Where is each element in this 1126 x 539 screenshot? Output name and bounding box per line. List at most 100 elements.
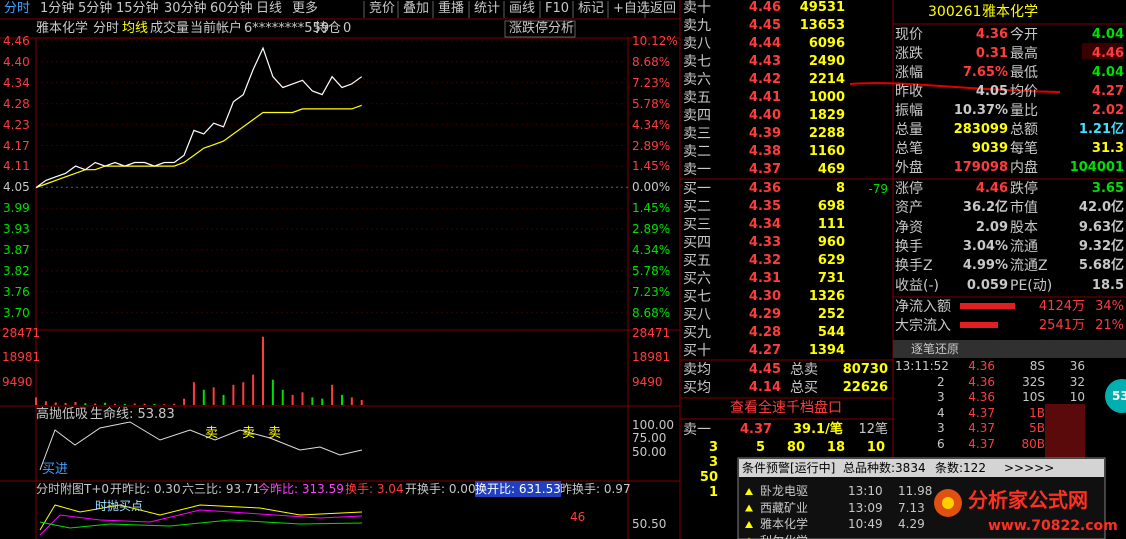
label: 卖一 bbox=[683, 422, 711, 438]
tick-cell: 4 bbox=[937, 405, 945, 420]
flow-bar bbox=[960, 303, 1015, 309]
alert-cell[interactable]: 利尔化学 bbox=[760, 533, 808, 539]
toolbar-button[interactable]: 竞价 bbox=[369, 1, 396, 16]
popup-total: 总品种数:3834 bbox=[843, 461, 926, 475]
label: 内盘 bbox=[1010, 160, 1038, 176]
toolbar-button[interactable]: F10 bbox=[545, 1, 570, 16]
bid-price: 4.31 bbox=[748, 271, 781, 286]
tick-cell: 10 bbox=[1069, 390, 1085, 404]
volume-bar bbox=[104, 402, 107, 405]
ask-label: 卖七 bbox=[683, 54, 711, 70]
tab[interactable]: 60分钟 bbox=[210, 1, 253, 16]
bid-volume: 731 bbox=[817, 271, 845, 286]
percent-axis-label: 8.68% bbox=[632, 305, 671, 320]
ask-volume: 1000 bbox=[808, 90, 845, 105]
label: 283099 bbox=[953, 122, 1008, 137]
tick-cell: 2 bbox=[937, 374, 945, 389]
ask-volume: 2490 bbox=[808, 54, 845, 69]
volume-bar bbox=[252, 374, 255, 405]
bid-price: 4.30 bbox=[748, 289, 781, 304]
info-tab[interactable]: 成交量 bbox=[150, 21, 190, 36]
info-tab[interactable]: 均线 bbox=[122, 21, 149, 36]
toolbar-button[interactable]: 标记 bbox=[578, 1, 605, 16]
total-volume: 22626 bbox=[842, 380, 888, 395]
tab[interactable]: 分时 bbox=[4, 1, 31, 16]
tick-cell: 4.36 bbox=[968, 359, 995, 373]
tick-cell: 13:11:52 bbox=[895, 359, 949, 373]
queue-volume: 3 bbox=[708, 455, 718, 470]
alert-cell[interactable]: 雅本化学 bbox=[760, 517, 809, 531]
tab[interactable]: 5分钟 bbox=[78, 1, 113, 16]
volume-bar bbox=[202, 389, 205, 405]
tick-cell: 1B bbox=[1029, 405, 1045, 420]
volume-bar bbox=[183, 398, 186, 405]
label: 10.37% bbox=[953, 103, 1008, 118]
price-axis-label: 3.93 bbox=[3, 222, 30, 237]
volume-axis-label: 18981 bbox=[632, 350, 671, 364]
analysis-button[interactable]: 涨跌停分析 bbox=[509, 21, 575, 36]
toolbar-button[interactable]: 重播 bbox=[438, 1, 465, 16]
toolbar-button[interactable]: 叠加 bbox=[403, 1, 430, 16]
tick-cell: 3 bbox=[937, 390, 945, 404]
toolbar-button[interactable]: 统计 bbox=[474, 1, 501, 16]
label: 0.31 bbox=[975, 46, 1008, 61]
hand-underline bbox=[849, 82, 1061, 93]
popup-title: 条件预警[运行中] bbox=[742, 461, 836, 475]
point-label: 时抛买点 bbox=[95, 499, 144, 513]
tick-cell: 80B bbox=[1021, 436, 1045, 451]
high-box bbox=[1082, 43, 1124, 59]
sub-line bbox=[39, 504, 363, 531]
price-axis-label: 3.99 bbox=[3, 201, 30, 216]
volume-axis-label: 18981 bbox=[2, 350, 41, 364]
label: 均价 bbox=[1010, 84, 1038, 100]
alert-cell: 11.98 bbox=[898, 484, 933, 498]
tab[interactable]: 日线 bbox=[256, 1, 283, 16]
toolbar-button[interactable]: +自选 bbox=[613, 1, 650, 16]
tab[interactable]: 30分钟 bbox=[164, 1, 207, 16]
bid-price: 4.28 bbox=[748, 325, 781, 340]
percent-axis-label: 4.34% bbox=[632, 117, 671, 132]
label: 4.05 bbox=[975, 84, 1008, 99]
label: 4124万 bbox=[1038, 299, 1085, 314]
label: 总笔 bbox=[895, 141, 923, 157]
volume-bar bbox=[321, 398, 324, 405]
toolbar-button[interactable]: 画线 bbox=[509, 1, 536, 16]
volume-axis-label: 28471 bbox=[2, 326, 41, 340]
info-tab[interactable]: 分时 bbox=[93, 21, 120, 36]
bid-label: 买九 bbox=[683, 325, 711, 341]
price-axis-label: 4.11 bbox=[3, 159, 30, 174]
depth-link[interactable]: 查看全速千档盘口 bbox=[730, 400, 842, 416]
stock-name: 雅本化学 bbox=[982, 4, 1038, 20]
ask-price: 4.45 bbox=[748, 18, 781, 33]
label: 42.0亿 bbox=[1078, 200, 1124, 216]
popup-more[interactable]: >>>>> bbox=[1004, 461, 1055, 475]
price-axis-label: 3.76 bbox=[3, 284, 30, 299]
tab[interactable]: 1分钟 bbox=[40, 1, 75, 16]
stock-code: 300261 bbox=[928, 4, 982, 20]
bid-volume: 1326 bbox=[808, 289, 845, 304]
label: 4.04 bbox=[1091, 27, 1124, 42]
label: 股本 bbox=[1010, 219, 1038, 236]
buy-mark: 买进 bbox=[42, 462, 69, 477]
avg-price: 4.14 bbox=[748, 380, 781, 395]
tab[interactable]: 15分钟 bbox=[116, 1, 159, 16]
alert-cell[interactable]: 西藏矿业 bbox=[760, 500, 809, 515]
sub-stat: 换开比: 631.53 bbox=[475, 481, 561, 497]
alert-cell: 4.29 bbox=[898, 517, 925, 531]
alert-cell[interactable]: 卧龙电驱 bbox=[760, 484, 809, 498]
label: 资产 bbox=[895, 200, 923, 217]
label: 2.09 bbox=[975, 219, 1008, 235]
label: 总额 bbox=[1010, 122, 1038, 138]
queue-volume: 10 bbox=[866, 440, 885, 455]
label: 换手 bbox=[895, 238, 923, 255]
volume-bar bbox=[74, 401, 77, 405]
bid-volume: 1394 bbox=[808, 343, 845, 358]
toolbar-button[interactable]: 返回 bbox=[650, 1, 677, 16]
bid-price: 4.34 bbox=[748, 217, 781, 232]
tab[interactable]: 更多 bbox=[292, 1, 319, 16]
queue-volume: 50 bbox=[699, 470, 718, 485]
price-line bbox=[35, 46, 363, 189]
label: 最高 bbox=[1010, 46, 1038, 62]
volume-bar bbox=[311, 397, 314, 405]
